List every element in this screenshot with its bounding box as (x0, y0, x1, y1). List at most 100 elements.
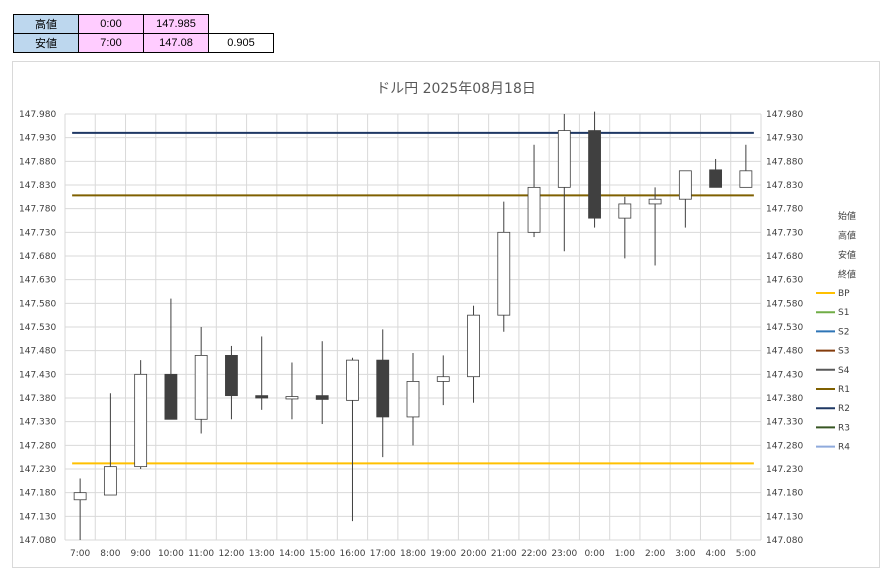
y-tick-label-left: 147.730 (19, 228, 56, 238)
x-tick-label: 7:00 (70, 549, 90, 559)
candle (709, 158, 723, 188)
y-tick-label-left: 147.830 (19, 181, 56, 191)
y-tick-label-right: 147.430 (766, 370, 803, 380)
x-tick-label: 2:00 (645, 549, 665, 559)
candle (588, 111, 601, 228)
candle-body (225, 354, 238, 397)
candle (346, 357, 359, 522)
y-tick-label-right: 147.630 (766, 276, 803, 286)
candle-body (134, 373, 148, 468)
grid (64, 113, 762, 541)
x-axis: 7:00 8:00 9:00 10:00 11:00 12:00 13:00 14:00 15:… (70, 549, 756, 559)
x-tick-label: 11:00 (188, 549, 214, 559)
y-tick-label-right: 147.230 (766, 465, 803, 475)
x-tick-label: 12:00 (218, 549, 244, 559)
x-tick-label: 5:00 (736, 549, 756, 559)
candlestick-chart: ドル円 2025年08月18日 147.080147.130147.180147… (19, 81, 856, 559)
y-tick-label-left: 147.330 (19, 418, 56, 428)
y-tick-label-left: 147.880 (19, 157, 56, 167)
legend-item: S2 (838, 327, 849, 337)
x-tick-label: 9:00 (131, 549, 151, 559)
legend-item: 終値 (838, 269, 856, 281)
y-tick-label-left: 147.530 (19, 323, 56, 333)
x-tick-label: 14:00 (279, 549, 305, 559)
y-tick-label-left: 147.480 (19, 347, 56, 357)
y-tick-label-right: 147.480 (766, 347, 803, 357)
candle-body (497, 231, 511, 316)
y-tick-label-right: 147.880 (766, 157, 803, 167)
candle (285, 362, 299, 420)
candle (73, 478, 87, 540)
candle (406, 353, 420, 446)
y-tick-label-right: 147.730 (766, 228, 803, 238)
high-label: 高値 (13, 14, 79, 34)
candle-body (467, 314, 480, 378)
x-tick-label: 1:00 (615, 549, 635, 559)
candle (527, 144, 541, 238)
high-low-table: 高値 0:00 147.985 安値 7:00 147.08 0.905 (13, 14, 274, 53)
legend-item: R2 (838, 404, 850, 414)
legend-item: BP (838, 289, 850, 299)
legend-item: R3 (838, 423, 850, 433)
high-row: 高値 0:00 147.985 (13, 14, 274, 34)
y-tick-label-left: 147.230 (19, 465, 56, 475)
candle (557, 114, 571, 252)
x-tick-label: 15:00 (309, 549, 335, 559)
y-tick-label-left: 147.080 (19, 536, 56, 546)
candle-body (527, 186, 541, 233)
empty-cell (209, 15, 274, 34)
x-tick-label: 18:00 (400, 549, 426, 559)
y-tick-label-right: 147.180 (766, 489, 803, 499)
candle (255, 336, 269, 410)
candle-body (194, 354, 208, 420)
candle (678, 170, 692, 228)
candle-body (315, 395, 329, 400)
high-time: 0:00 (78, 14, 144, 34)
y-tick-label-left: 147.680 (19, 252, 56, 262)
low-label: 安値 (13, 33, 79, 53)
chart-area: ドル円 2025年08月18日 147.080 147.130 147.180 147… (12, 61, 880, 568)
candle (467, 305, 480, 403)
candle-body (436, 376, 450, 382)
x-tick-label: 21:00 (491, 549, 517, 559)
legend-item: 高値 (838, 230, 856, 242)
y-tick-label-left: 147.980 (19, 110, 56, 120)
candle-body (255, 395, 269, 399)
low-time: 7:00 (78, 33, 144, 53)
x-tick-label: 0:00 (584, 549, 604, 559)
legend-item: R4 (838, 443, 850, 453)
candle (134, 360, 148, 469)
y-tick-label-right: 147.580 (766, 299, 803, 309)
y-tick-label-right: 147.530 (766, 323, 803, 333)
y-tick-label-left: 147.930 (19, 134, 56, 144)
candle (739, 144, 753, 188)
x-tick-label: 23:00 (551, 549, 577, 559)
x-tick-label: 10:00 (158, 549, 184, 559)
x-tick-label: 22:00 (521, 549, 547, 559)
y-tick-label-left: 147.180 (19, 489, 56, 499)
reference-lines (72, 131, 754, 465)
candle-body (648, 198, 662, 205)
y-tick-label-left: 147.630 (19, 276, 56, 286)
y-tick-label-left: 147.280 (19, 441, 56, 451)
candle (194, 327, 208, 434)
legend-item: 安値 (838, 249, 856, 261)
candle (103, 393, 117, 496)
x-tick-label: 4:00 (705, 549, 725, 559)
candle-body (678, 170, 692, 200)
x-tick-label: 17:00 (370, 549, 396, 559)
candle-body (406, 381, 420, 418)
y-tick-label-right: 147.830 (766, 181, 803, 191)
y-axis-right: 147.080 147.130 147.180 147.230 147.280 147.3… (766, 110, 803, 546)
candle (225, 345, 238, 420)
y-tick-label-left: 147.430 (19, 370, 56, 380)
candle (315, 341, 329, 425)
x-tick-label: 20:00 (461, 549, 487, 559)
y-tick-label-right: 147.680 (766, 252, 803, 262)
y-axis-left: 147.080 147.130 147.180 147.230 147.280 147.3… (19, 110, 56, 546)
range-diff: 0.905 (208, 33, 274, 53)
y-tick-label-left: 147.780 (19, 205, 56, 215)
y-tick-label-right: 147.780 (766, 205, 803, 215)
legend-item: S1 (838, 308, 849, 318)
y-tick-label-right: 147.130 (766, 512, 803, 522)
